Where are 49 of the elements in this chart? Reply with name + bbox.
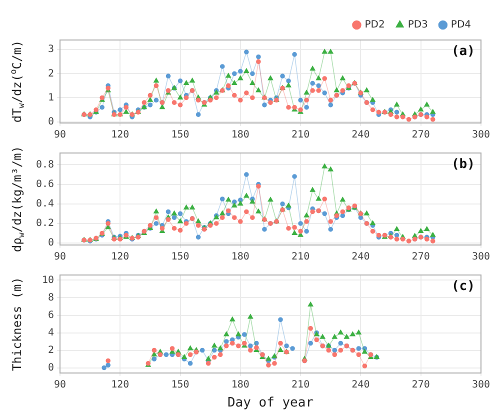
y-axis-title: dρw/dz(kg/m³/m) — [10, 146, 26, 252]
x-tick-label: 300 — [472, 252, 490, 263]
legend-label: PD2 — [364, 20, 385, 31]
y-tick-label: 0.2 — [36, 218, 54, 230]
y-tick-label: 0.4 — [36, 198, 54, 210]
x-tick-label: 150 — [171, 380, 190, 391]
y-tick-label: 8 — [48, 292, 54, 304]
x-tick-label: 240 — [352, 380, 370, 391]
x-tick-label: 240 — [352, 130, 370, 141]
y-tick-label: 6 — [48, 310, 54, 321]
x-tick-label: 180 — [231, 130, 250, 141]
y-tick-label: 0 — [48, 238, 54, 249]
annotation: (c) — [451, 278, 475, 294]
legend-label: PD3 — [408, 20, 428, 31]
y-tick-label: 0 — [48, 362, 54, 374]
y-tick-label: 2 — [48, 68, 54, 80]
y-axis-title: Thickness (m) — [10, 277, 24, 371]
x-tick-label: 90 — [54, 380, 66, 391]
annotation: (b) — [451, 156, 475, 172]
x-tick-label: 150 — [171, 130, 190, 141]
x-tick-label: 120 — [111, 130, 130, 141]
x-axis-title: Day of year — [227, 395, 314, 410]
x-tick-label: 180 — [231, 380, 250, 391]
x-tick-label: 120 — [111, 380, 130, 391]
y-axis-title: dTw/dz(oC/m) — [8, 40, 26, 123]
x-tick-label: 270 — [412, 380, 430, 391]
x-tick-label: 210 — [292, 380, 310, 391]
x-tick-label: 300 — [472, 130, 490, 141]
x-tick-label: 300 — [472, 380, 490, 391]
y-tick-label: 0.6 — [36, 178, 54, 190]
x-tick-label: 240 — [352, 252, 370, 263]
x-tick-label: 90 — [54, 130, 66, 141]
x-tick-label: 270 — [412, 252, 430, 263]
legend-label: PD4 — [450, 20, 471, 31]
x-tick-label: 90 — [54, 252, 66, 263]
x-tick-label: 210 — [292, 130, 310, 141]
x-tick-label: 210 — [292, 252, 310, 263]
y-tick-label: 3 — [48, 44, 54, 56]
y-tick-label: 1 — [48, 92, 54, 104]
y-tick-label: 4 — [48, 327, 54, 338]
y-tick-label: 2 — [48, 344, 54, 356]
x-tick-label: 180 — [231, 252, 250, 263]
y-tick-label: 0.8 — [36, 159, 54, 170]
x-tick-label: 150 — [171, 252, 190, 263]
annotation: (a) — [451, 44, 475, 59]
y-tick-label: 10 — [42, 274, 54, 286]
y-tick-label: 0 — [48, 116, 54, 128]
x-tick-label: 270 — [412, 130, 430, 141]
x-tick-label: 120 — [111, 252, 130, 263]
